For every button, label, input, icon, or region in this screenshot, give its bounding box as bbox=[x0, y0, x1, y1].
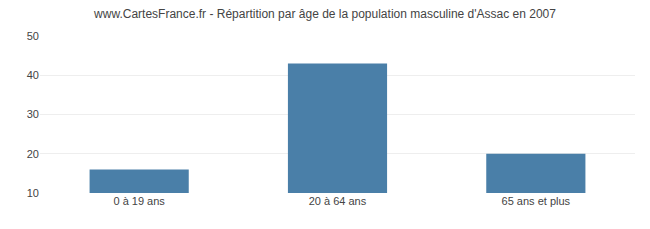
svg-text:20: 20 bbox=[27, 148, 39, 160]
svg-text:20 à 64 ans: 20 à 64 ans bbox=[309, 195, 367, 207]
svg-text:40: 40 bbox=[27, 69, 39, 81]
svg-text:10: 10 bbox=[27, 187, 39, 199]
svg-text:0 à 19 ans: 0 à 19 ans bbox=[113, 195, 165, 207]
svg-text:30: 30 bbox=[27, 108, 39, 120]
svg-text:www.CartesFrance.fr - Répartit: www.CartesFrance.fr - Répartition par âg… bbox=[93, 7, 556, 21]
svg-text:50: 50 bbox=[27, 30, 39, 42]
svg-text:65 ans et plus: 65 ans et plus bbox=[502, 195, 571, 207]
